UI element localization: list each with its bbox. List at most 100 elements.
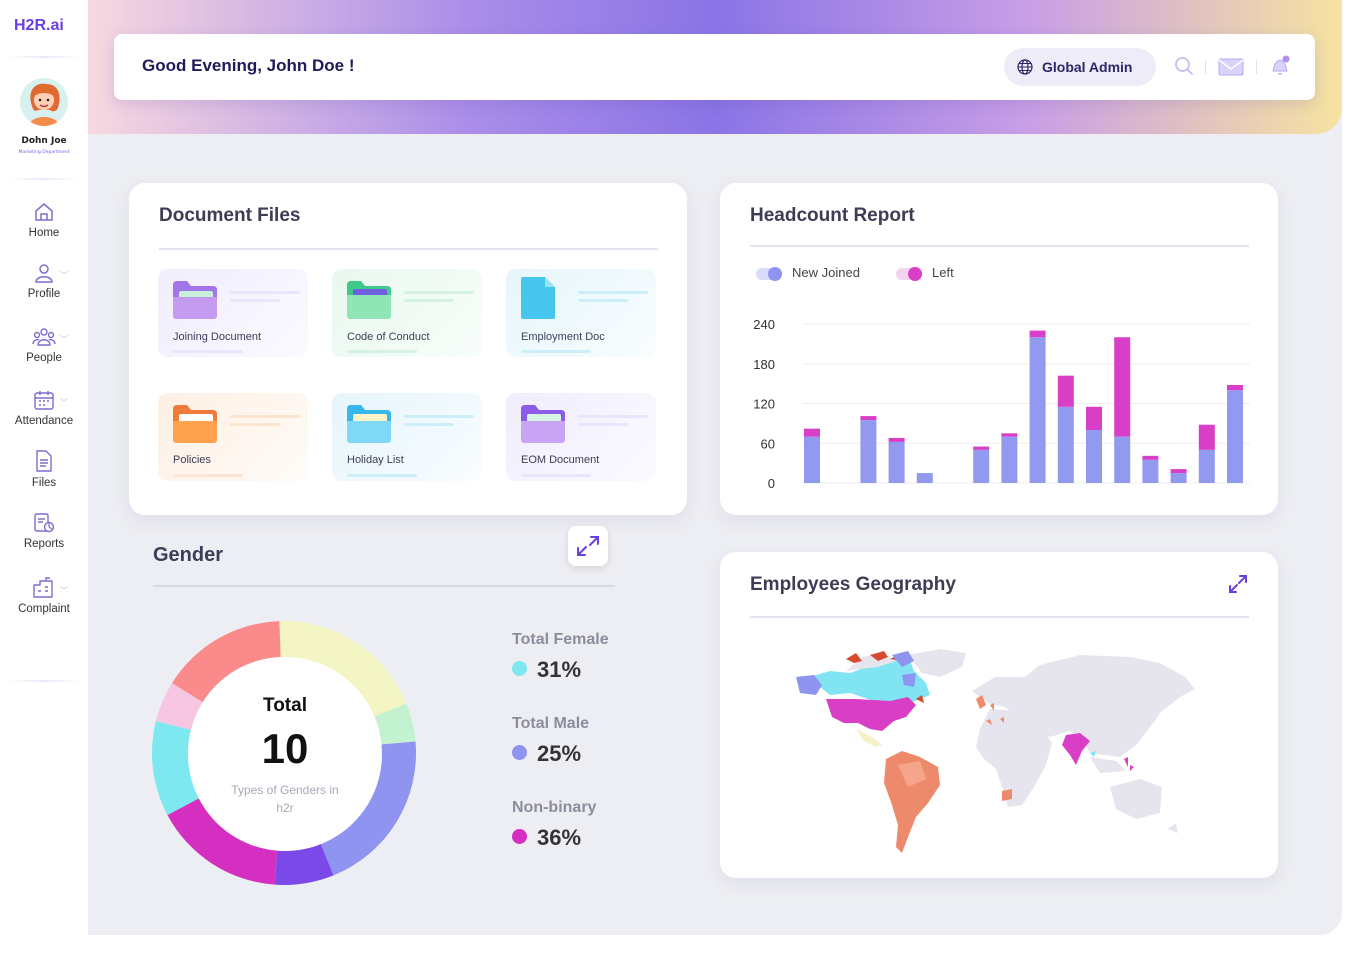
decorative-bar xyxy=(578,423,628,426)
bar-new-joined[interactable] xyxy=(916,473,933,483)
bar-left[interactable] xyxy=(888,437,905,442)
card-title: Employees Geography xyxy=(750,574,956,595)
divider xyxy=(159,248,658,250)
decorative-bar xyxy=(404,299,454,302)
bar-new-joined[interactable] xyxy=(1086,430,1102,483)
nav-label: Home xyxy=(28,227,60,239)
chevron-down-icon[interactable]: ﹀ xyxy=(60,335,68,344)
folder-icon xyxy=(173,405,217,443)
bar-left[interactable] xyxy=(860,416,877,421)
bar-new-joined[interactable] xyxy=(1198,449,1215,483)
user-icon xyxy=(35,264,53,283)
doc-joining-document[interactable]: Joining Document xyxy=(158,269,308,357)
segment-nonbinary[interactable] xyxy=(167,798,278,885)
bell-icon[interactable] xyxy=(1269,54,1291,78)
decorative-bar xyxy=(230,299,280,302)
expand-gender-button[interactable] xyxy=(568,526,608,566)
segment-coral[interactable] xyxy=(172,621,281,703)
document-files-card: Document Files Joining Document Code of … xyxy=(129,183,687,515)
bar-new-joined[interactable] xyxy=(1029,337,1046,483)
bar-new-joined[interactable] xyxy=(804,436,820,483)
nav-item-profile[interactable]: ﹀ Profile xyxy=(0,262,88,300)
card-title: Document Files xyxy=(159,205,301,226)
bar-new-joined[interactable] xyxy=(1057,406,1074,483)
divider xyxy=(153,585,615,587)
divider xyxy=(8,178,80,180)
divider xyxy=(8,56,80,58)
avatar[interactable] xyxy=(20,78,68,126)
bar-left[interactable] xyxy=(1170,469,1187,474)
bar-left[interactable] xyxy=(1001,433,1018,437)
nav-label: Complaint xyxy=(18,603,70,615)
bar-new-joined[interactable] xyxy=(1001,436,1018,483)
reports-icon xyxy=(34,513,55,533)
gender-donut-chart xyxy=(152,621,417,885)
decorative-bar xyxy=(173,350,243,353)
expand-icon[interactable] xyxy=(1226,572,1250,596)
bar-left[interactable] xyxy=(1227,384,1243,391)
app-logo[interactable]: H2R.ai xyxy=(14,17,64,34)
bar-left[interactable] xyxy=(1029,330,1046,338)
bar-new-joined[interactable] xyxy=(1170,473,1187,483)
bar-new-joined[interactable] xyxy=(860,420,877,483)
chevron-down-icon[interactable]: ﹀ xyxy=(60,398,68,407)
nav-item-people[interactable]: ﹀ People xyxy=(0,326,88,364)
segment-light-yellow[interactable] xyxy=(279,621,407,718)
bar-new-joined[interactable] xyxy=(973,449,990,483)
chevron-down-icon[interactable]: ﹀ xyxy=(60,586,68,595)
doc-employment-doc[interactable]: Employment Doc xyxy=(506,269,656,357)
greeting-text: Good Evening, John Doe ! xyxy=(142,56,355,75)
segment-female[interactable] xyxy=(152,721,200,815)
bar-new-joined[interactable] xyxy=(1114,436,1131,483)
expand-icon xyxy=(577,536,599,556)
bar-left[interactable] xyxy=(1114,337,1131,437)
mail-icon[interactable] xyxy=(1218,58,1244,76)
doc-eom-document[interactable]: EOM Document xyxy=(506,393,656,481)
bar-left[interactable] xyxy=(1198,424,1215,450)
doc-label: Holiday List xyxy=(347,454,404,466)
toggle-new-joined[interactable] xyxy=(756,266,782,281)
legend-label: Left xyxy=(932,265,954,280)
doc-label: Joining Document xyxy=(173,331,262,343)
stat-number: 36% xyxy=(537,825,582,850)
bar-left[interactable] xyxy=(804,428,820,437)
bar-left[interactable] xyxy=(1057,375,1074,407)
doc-label: Policies xyxy=(173,454,211,466)
nav-item-complaint[interactable]: ﹀ Complaint xyxy=(0,577,88,615)
decorative-bar xyxy=(230,423,280,426)
stat-number: 31% xyxy=(537,657,582,682)
doc-holiday-list[interactable]: Holiday List xyxy=(332,393,482,481)
bar-left[interactable] xyxy=(1086,406,1102,430)
segment-mint[interactable] xyxy=(373,703,416,745)
segment-male[interactable] xyxy=(319,741,417,876)
bar-new-joined[interactable] xyxy=(1227,390,1243,483)
decorative-bar xyxy=(230,415,300,418)
search-icon[interactable] xyxy=(1174,56,1194,76)
nav-item-home[interactable]: Home xyxy=(0,201,88,239)
nav-item-attendance[interactable]: ﹀ Attendance xyxy=(0,389,88,427)
decorative-bar xyxy=(230,291,300,294)
bar-left[interactable] xyxy=(973,446,990,450)
doc-label: Code of Conduct xyxy=(347,331,430,343)
chevron-down-icon[interactable]: ﹀ xyxy=(60,271,68,280)
stat-value-male: 25% xyxy=(512,741,581,767)
nav-item-files[interactable]: Files xyxy=(0,449,88,489)
home-icon xyxy=(35,203,53,221)
globe-icon xyxy=(1017,59,1033,75)
segment-pink[interactable] xyxy=(155,683,203,730)
toggle-left[interactable] xyxy=(896,266,922,281)
card-title: Headcount Report xyxy=(750,205,915,226)
role-selector[interactable]: Global Admin xyxy=(1004,48,1156,86)
doc-policies[interactable]: Policies xyxy=(158,393,308,481)
donut-subtitle: Types of Genders in h2r xyxy=(231,783,339,815)
legend-new-joined[interactable]: New Joined xyxy=(756,265,860,281)
doc-label: Employment Doc xyxy=(521,331,605,343)
legend-left[interactable]: Left xyxy=(896,265,954,281)
stat-number: 25% xyxy=(537,741,582,766)
doc-code-of-conduct[interactable]: Code of Conduct xyxy=(332,269,482,357)
bar-left[interactable] xyxy=(1142,455,1159,460)
nav-item-reports[interactable]: Reports xyxy=(0,512,88,550)
bar-new-joined[interactable] xyxy=(1142,459,1159,483)
bar-new-joined[interactable] xyxy=(888,441,905,483)
segment-purple[interactable] xyxy=(274,842,334,885)
